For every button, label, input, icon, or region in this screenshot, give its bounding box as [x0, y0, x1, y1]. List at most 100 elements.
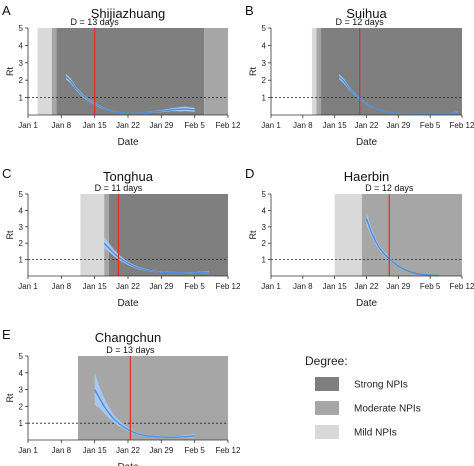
x-tick-label: Jan 8: [52, 121, 72, 130]
delay-label: D = 12 days: [365, 183, 414, 193]
y-tick-label: 3: [262, 223, 267, 232]
y-tick-label: 5: [19, 24, 24, 33]
panel-title: Suihua: [346, 6, 387, 21]
y-tick-label: 1: [19, 256, 24, 265]
npi-band-moderate: [51, 28, 57, 115]
rt-line: [103, 242, 209, 274]
y-tick-label: 1: [262, 256, 267, 265]
x-tick-label: Feb 5: [420, 121, 441, 130]
x-tick-label: Jan 29: [386, 121, 411, 130]
npi-band-moderate: [316, 28, 322, 115]
y-tick-label: 2: [262, 76, 267, 85]
x-tick-label: Feb 12: [216, 446, 241, 455]
y-tick-label: 1: [19, 419, 24, 428]
delay-label: D = 11 days: [95, 183, 143, 193]
x-tick-label: Jan 29: [386, 282, 411, 291]
panel-label: D: [245, 166, 254, 181]
rt-line: [94, 389, 195, 439]
x-tick-label: Jan 15: [323, 282, 348, 291]
panel-title: Haerbin: [344, 169, 390, 184]
y-tick-label: 3: [19, 59, 24, 68]
x-tick-label: Jan 15: [323, 121, 348, 130]
x-tick-label: Feb 12: [450, 282, 474, 291]
y-tick-label: 4: [19, 369, 24, 378]
x-tick-label: Jan 1: [18, 446, 38, 455]
x-tick-label: Feb 5: [420, 282, 441, 291]
npi-band-moderate: [204, 28, 228, 115]
y-tick-label: 5: [19, 352, 24, 361]
x-tick-label: Feb 12: [450, 121, 474, 130]
rt-ci-ribbon: [94, 372, 195, 439]
panel-label: B: [245, 3, 254, 18]
y-axis-label: Rt: [5, 393, 15, 402]
y-axis-label: Rt: [5, 67, 15, 76]
x-tick-label: Jan 29: [149, 282, 174, 291]
y-tick-label: 2: [19, 402, 24, 411]
x-tick-label: Jan 1: [261, 282, 281, 291]
legend-label-strong: Strong NPIs: [354, 380, 408, 391]
legend-label-moderate: Moderate NPIs: [354, 404, 421, 415]
y-tick-label: 4: [19, 206, 24, 215]
x-axis-label: Date: [117, 298, 139, 309]
y-tick-label: 2: [19, 76, 24, 85]
npi-band-mild: [334, 194, 362, 276]
rt-line: [365, 218, 440, 277]
x-tick-label: Jan 8: [52, 282, 72, 291]
npi-band-strong: [321, 28, 462, 115]
y-tick-label: 5: [19, 190, 24, 199]
y-tick-label: 3: [19, 386, 24, 395]
legend: Degree: Strong NPIs Moderate NPIs Mild NPI…: [305, 354, 421, 439]
npi-band-moderate: [361, 194, 462, 276]
legend-swatch-moderate: [315, 401, 339, 415]
legend-title: Degree:: [305, 354, 348, 368]
panel-label: E: [2, 327, 11, 342]
x-tick-label: Feb 5: [184, 446, 205, 455]
legend-swatch-strong: [315, 377, 339, 391]
y-tick-label: 1: [262, 94, 267, 103]
y-tick-label: 4: [262, 41, 267, 50]
x-tick-label: Jan 15: [83, 446, 108, 455]
x-tick-label: Feb 12: [216, 121, 241, 130]
panel-title: Shijiazhuang: [91, 6, 165, 21]
x-tick-label: Jan 8: [293, 282, 313, 291]
delay-label: D = 13 days: [106, 345, 155, 355]
y-axis-label: Rt: [248, 230, 258, 239]
x-tick-label: Jan 1: [261, 121, 281, 130]
npi-band-mild: [37, 28, 52, 115]
y-tick-label: 3: [19, 223, 24, 232]
rt-line: [338, 76, 458, 115]
x-tick-label: Feb 5: [184, 282, 205, 291]
legend-swatch-mild: [315, 425, 339, 439]
y-tick-label: 5: [262, 190, 267, 199]
x-axis-label: Date: [356, 298, 378, 309]
x-tick-label: Jan 1: [18, 282, 38, 291]
rt-line: [65, 76, 195, 114]
y-tick-label: 2: [262, 239, 267, 248]
x-tick-label: Jan 8: [52, 446, 72, 455]
x-tick-label: Jan 22: [354, 282, 379, 291]
panel-title: Tonghua: [103, 169, 154, 184]
x-tick-label: Jan 22: [116, 121, 141, 130]
x-tick-label: Jan 29: [149, 446, 174, 455]
x-tick-label: Feb 12: [216, 282, 241, 291]
x-tick-label: Jan 15: [83, 121, 108, 130]
x-tick-label: Jan 22: [116, 282, 141, 291]
y-axis-label: Rt: [248, 67, 258, 76]
x-tick-label: Jan 1: [18, 121, 38, 130]
y-tick-label: 3: [262, 59, 267, 68]
x-tick-label: Jan 8: [293, 121, 313, 130]
y-tick-label: 2: [19, 239, 24, 248]
x-tick-label: Jan 29: [149, 121, 174, 130]
x-tick-label: Jan 22: [354, 121, 379, 130]
legend-label-mild: Mild NPIs: [354, 428, 397, 439]
npi-band-moderate: [104, 194, 109, 276]
delay-label: D = 12 days: [336, 17, 385, 27]
x-tick-label: Jan 15: [83, 282, 108, 291]
delay-label: D = 13 days: [71, 17, 120, 27]
